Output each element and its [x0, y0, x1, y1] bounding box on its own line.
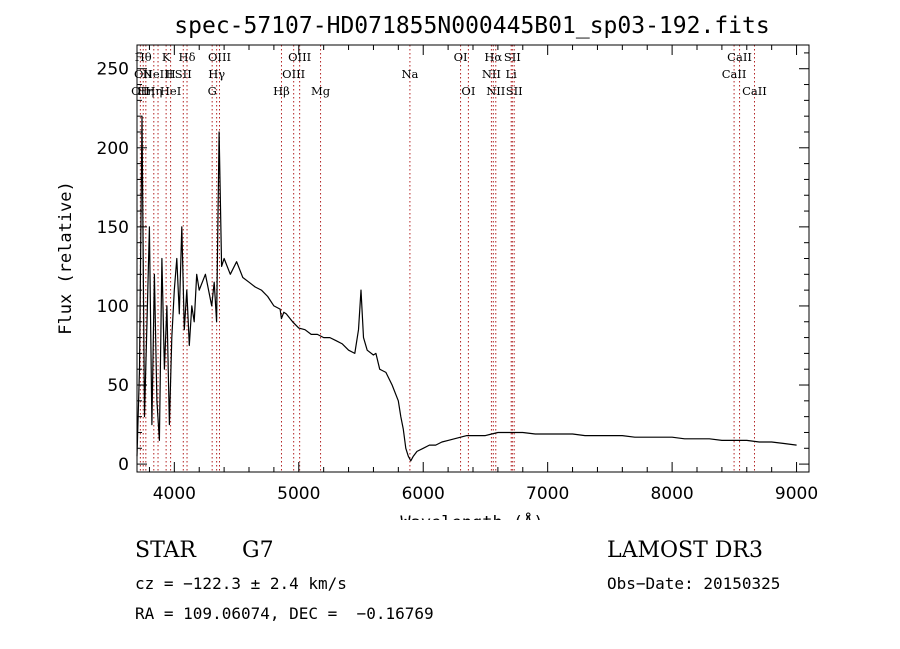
- line-marker-label: Hη: [145, 84, 162, 98]
- line-marker-label: Na: [401, 67, 418, 81]
- line-marker-label: NII: [482, 67, 501, 81]
- x-axis: 4000 5000 6000 7000 8000 9000: [148, 45, 818, 504]
- line-marker-label: H: [166, 67, 176, 81]
- redshift-cz: cz = −122.3 ± 2.4 km/s: [135, 574, 347, 593]
- line-marker-label: Hδ: [179, 50, 196, 64]
- object-subclass: G7: [242, 538, 274, 563]
- line-marker-label: SII: [506, 84, 523, 98]
- x-tick-label: 7000: [526, 484, 569, 504]
- chart-title: spec-57107-HD071855N000445B01_sp03-192.f…: [174, 13, 769, 39]
- line-marker-label: Hβ: [273, 84, 290, 98]
- emission-line-labels: OIIHθOIIHηHηNeIIIKHHeISIIHδGHγOIIIHβOIII…: [131, 50, 767, 98]
- line-marker-label: K: [162, 50, 171, 64]
- line-marker-label: G: [208, 84, 217, 98]
- y-tick-label: 100: [97, 297, 129, 317]
- line-marker-label: OIII: [208, 50, 231, 64]
- plot-frame: [136, 44, 810, 473]
- y-axis: 0 50 100 150 200 250: [97, 52, 809, 475]
- object-class: STAR: [135, 538, 196, 563]
- line-marker-label: OIII: [288, 50, 311, 64]
- line-marker-label: Hγ: [208, 67, 225, 81]
- coordinates: RA = 109.06074, DEC = −0.16769: [135, 604, 434, 623]
- line-marker-label: SII: [175, 67, 192, 81]
- line-marker-label: NII: [486, 84, 505, 98]
- observation-date: Obs−Date: 20150325: [607, 574, 781, 593]
- x-tick-label: 6000: [402, 484, 445, 504]
- line-marker-label: Hα: [484, 50, 502, 64]
- line-marker-label: Hθ: [135, 50, 152, 64]
- x-tick-label: 5000: [277, 484, 320, 504]
- line-marker-label: Li: [506, 67, 518, 81]
- line-marker-label: OII: [134, 67, 153, 81]
- line-marker-label: CaII: [727, 50, 752, 64]
- survey-name: LAMOST DR3: [607, 538, 763, 563]
- x-tick-label: 9000: [775, 484, 818, 504]
- y-tick-label: 50: [107, 376, 129, 396]
- line-marker-label: OI: [454, 50, 468, 64]
- line-marker-label: SII: [504, 50, 521, 64]
- x-tick-label: 4000: [153, 484, 196, 504]
- y-tick-label: 250: [97, 60, 129, 80]
- line-marker-label: Hη: [137, 84, 154, 98]
- y-tick-label: 200: [97, 139, 129, 159]
- emission-line-markers: [139, 45, 755, 472]
- line-marker-label: CaII: [742, 84, 767, 98]
- y-axis-label: Flux (relative): [56, 181, 76, 335]
- line-marker-label: OII: [131, 84, 150, 98]
- x-axis-label: Wavelength (Å): [400, 511, 543, 520]
- line-marker-label: NeIII: [143, 67, 174, 81]
- line-marker-label: CaII: [722, 67, 747, 81]
- spectrum-chart: spec-57107-HD071855N000445B01_sp03-192.f…: [56, 13, 818, 520]
- y-tick-label: 0: [118, 455, 129, 475]
- x-tick-label: 8000: [650, 484, 693, 504]
- line-marker-label: HeI: [160, 84, 181, 98]
- y-tick-label: 150: [97, 218, 129, 238]
- line-marker-label: Mg: [311, 84, 331, 98]
- spectrum-series: [136, 115, 797, 462]
- line-marker-label: OI: [461, 84, 475, 98]
- line-marker-label: OIII: [282, 67, 305, 81]
